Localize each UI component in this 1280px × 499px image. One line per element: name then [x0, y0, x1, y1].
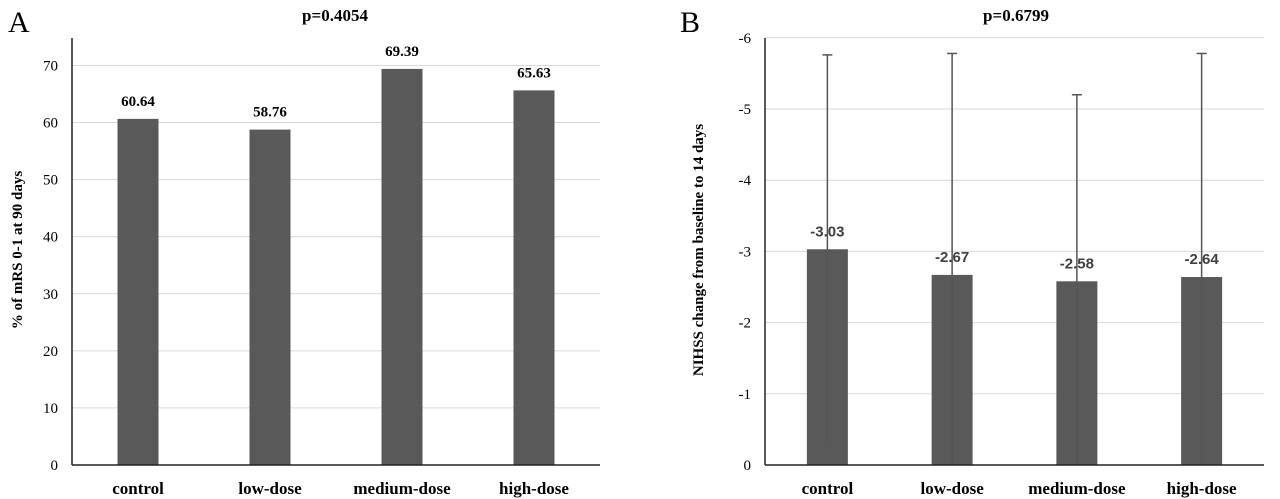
panel-a-y-tick-label: 60 [43, 116, 58, 132]
panel-a-bar [249, 129, 291, 466]
panel-b-data-label: -2.67 [935, 249, 969, 266]
panel-b-y-tick-label: -5 [739, 102, 752, 118]
panel-b-data-label: -3.03 [810, 223, 844, 240]
panel-b-y-axis-label: NIHSS change from baseline to 14 days [691, 124, 707, 376]
panel-a-y-tick-label: 50 [43, 173, 58, 189]
panel-a-data-labels: 60.64 58.76 69.39 65.63 [121, 44, 551, 121]
panel-a-y-axis-label: % of mRS 0-1 at 90 days [10, 171, 26, 329]
panel-a-bars [117, 68, 555, 466]
panel-b-bars [806, 249, 1223, 465]
panel-a-label: A [8, 6, 30, 39]
panel-a-category-label: control [112, 479, 164, 498]
panel-a-data-label: 58.76 [253, 105, 287, 121]
panel-a-bar [117, 118, 159, 465]
panel-b-title: p=0.6799 [983, 6, 1049, 25]
panel-a-category-label: low-dose [238, 479, 302, 498]
panel-a-categories: control low-dose medium-dose high-dose [112, 479, 569, 498]
panel-a-data-label: 65.63 [517, 65, 551, 81]
panel-b-error-bars [822, 52, 1207, 465]
panel-b-data-label: -2.58 [1060, 255, 1094, 272]
panel-b-y-tick-label: -1 [739, 387, 752, 403]
panel-a-category-label: medium-dose [353, 479, 451, 498]
panel-b-categories: control low-dose medium-dose high-dose [802, 479, 1237, 498]
panel-a-y-tick-label: 0 [51, 458, 59, 474]
panel-b-gridlines [765, 37, 1264, 395]
panel-b-data-label: -2.64 [1185, 251, 1220, 268]
panel-a-y-tick-label: 40 [43, 230, 58, 246]
panel-b-y-tick-label: -4 [739, 173, 752, 189]
panel-b-y-tick-label: -2 [739, 316, 752, 332]
panel-a-y-tick-label: 20 [43, 344, 58, 360]
panel-a-data-label: 60.64 [121, 94, 155, 110]
panel-a-bar [513, 90, 555, 465]
panel-a-y-tick-label: 70 [43, 58, 58, 74]
panel-a-data-label: 69.39 [385, 44, 419, 60]
panel-a-gridlines [72, 64, 600, 409]
panel-b-y-ticks: 0 -1 -2 -3 -4 -5 -6 [739, 31, 752, 474]
panel-b-label: B [680, 6, 700, 39]
panel-b-category-label: low-dose [920, 479, 984, 498]
panel-b-y-tick-label: 0 [744, 458, 752, 474]
panel-a-y-tick-label: 30 [43, 287, 58, 303]
panel-a-bar [381, 68, 423, 466]
panel-a-y-tick-label: 10 [43, 401, 58, 417]
panel-a-y-ticks: 0 10 20 30 40 50 60 70 [43, 58, 58, 474]
panel-b-category-label: high-dose [1167, 479, 1237, 498]
panel-b-data-labels: -3.03 -2.67 -2.58 -2.64 [810, 223, 1219, 272]
panel-a-category-label: high-dose [499, 479, 569, 498]
panel-b-y-tick-label: -6 [739, 31, 752, 47]
panel-b-category-label: medium-dose [1028, 479, 1126, 498]
panel-b-category-label: control [802, 479, 854, 498]
panel-a-title: p=0.4054 [302, 6, 368, 25]
panel-b-y-tick-label: -3 [739, 244, 752, 260]
